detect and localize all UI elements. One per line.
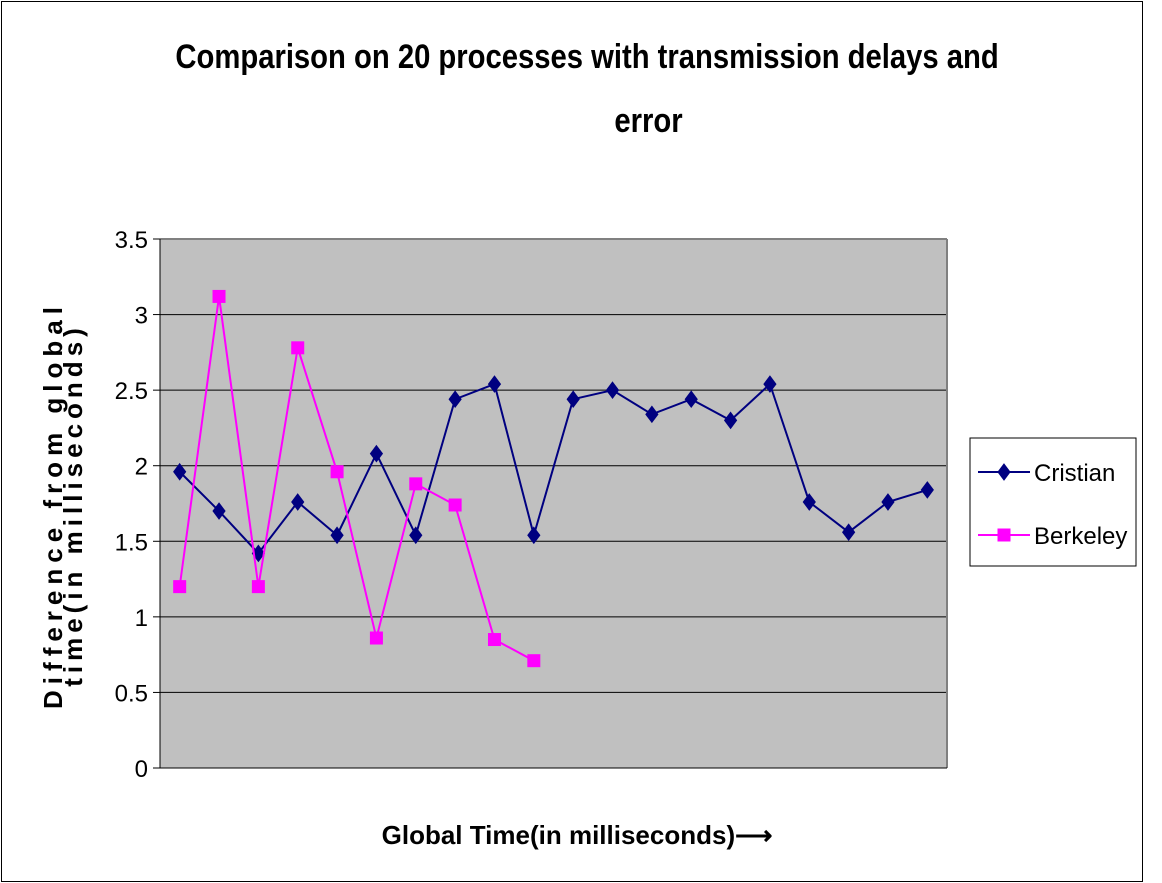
- data-point-cristian: [212, 502, 226, 520]
- y-tick-label: 0: [135, 756, 148, 783]
- y-axis-title-line-1: Difference from global: [38, 301, 68, 709]
- legend-box: [969, 437, 1137, 567]
- chart-title-line-1: Comparison on 20 processes with transmis…: [175, 37, 998, 76]
- data-point-cristian: [487, 375, 502, 393]
- y-axis-title-line-2: time(in milliseconds): [58, 323, 88, 687]
- data-point-cristian: [842, 523, 856, 542]
- data-point-cristian: [881, 493, 895, 511]
- data-point-cristian: [527, 526, 541, 545]
- legend-marker-berkeley: [997, 528, 1011, 542]
- data-point-cristian: [723, 411, 738, 430]
- data-point-cristian: [763, 375, 777, 393]
- plot-background: [160, 239, 947, 768]
- legend-label-cristian: Cristian: [1034, 460, 1115, 487]
- data-point-berkeley: [212, 289, 226, 303]
- y-tick-label: 1.5: [115, 529, 148, 556]
- series-line-cristian: [178, 382, 928, 555]
- chart-title-line-2: error: [614, 101, 682, 140]
- data-point-berkeley: [527, 654, 541, 668]
- y-tick-label: 2: [135, 454, 148, 481]
- data-point-cristian: [605, 381, 620, 399]
- data-point-berkeley: [251, 580, 265, 594]
- legend: Cristian Berkeley: [969, 437, 1137, 567]
- data-point-berkeley: [369, 631, 383, 645]
- y-tick-label: 2.5: [115, 378, 148, 405]
- data-point-cristian: [409, 526, 423, 545]
- data-point-berkeley: [330, 465, 344, 479]
- data-point-cristian: [369, 444, 384, 463]
- series-line-berkeley: [178, 296, 535, 662]
- data-point-cristian: [684, 390, 698, 409]
- x-axis-title: Global Time(in milliseconds)⟶: [382, 820, 773, 850]
- data-point-berkeley: [409, 477, 423, 491]
- data-point-berkeley: [291, 341, 305, 355]
- legend-label-berkeley: Berkeley: [1034, 523, 1127, 550]
- data-point-berkeley: [173, 580, 187, 594]
- y-tick-label: 1: [135, 605, 148, 632]
- data-point-cristian: [173, 462, 187, 481]
- data-point-cristian: [330, 526, 344, 545]
- y-tick-label: 3.5: [115, 227, 148, 254]
- y-tick-label: 3: [135, 303, 148, 330]
- data-point-berkeley: [448, 498, 462, 512]
- data-point-cristian: [645, 405, 659, 424]
- y-tick-label: 0.5: [115, 680, 148, 707]
- data-point-cristian: [448, 390, 462, 409]
- data-point-cristian: [802, 493, 816, 511]
- plot-area: 0 0.5 1 1.5 2 2.5 3 3.5: [115, 227, 948, 783]
- legend-marker-cristian: [997, 463, 1011, 481]
- y-axis-title: Difference from global time(in milliseco…: [38, 301, 88, 709]
- data-point-berkeley: [487, 633, 501, 647]
- data-point-cristian: [566, 390, 580, 409]
- data-point-cristian: [920, 481, 934, 499]
- data-point-cristian: [291, 493, 305, 511]
